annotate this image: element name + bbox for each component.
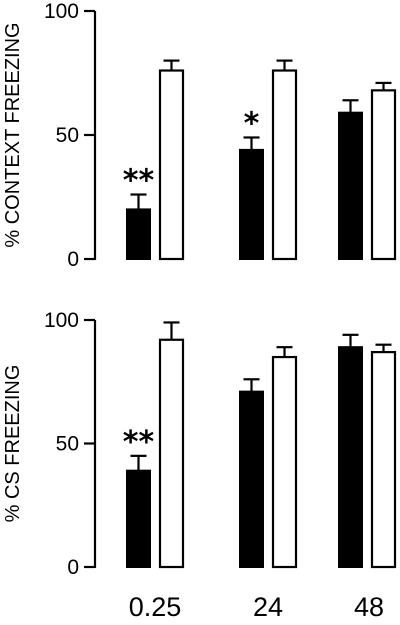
y-axis-label: % CONTEXT FREEZING <box>2 22 24 247</box>
bar-open <box>370 89 397 261</box>
bar-filled <box>338 111 363 261</box>
y-axis-label: % CS FREEZING <box>2 365 24 523</box>
significance-marker: ** <box>123 164 155 199</box>
bar-filled <box>239 390 264 568</box>
y-tick-label: 50 <box>56 433 79 456</box>
bar-open <box>271 69 298 261</box>
x-category-label: 48 <box>354 592 384 622</box>
bar-open <box>158 338 185 569</box>
x-category-label: 0.25 <box>129 592 182 622</box>
x-category-label: 24 <box>253 592 283 622</box>
y-tick-label: 0 <box>67 556 79 579</box>
bar-open <box>158 69 185 261</box>
significance-marker: * <box>244 106 260 141</box>
y-tick-label: 50 <box>56 124 79 147</box>
significance-marker: ** <box>123 425 155 460</box>
y-tick-label: 100 <box>44 0 79 23</box>
bar-filled <box>239 148 264 261</box>
bar-filled <box>126 469 151 569</box>
bar-open <box>370 351 397 569</box>
y-tick-label: 0 <box>67 248 79 271</box>
bar-filled <box>126 208 151 260</box>
bar-open <box>271 355 298 569</box>
y-tick-label: 100 <box>44 309 79 332</box>
bar-filled <box>338 346 363 569</box>
